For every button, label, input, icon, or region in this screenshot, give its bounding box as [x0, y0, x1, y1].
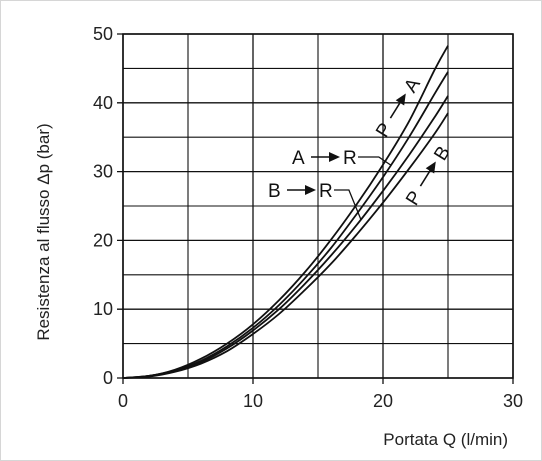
arrow-head [305, 185, 316, 195]
y-tick-label: 0 [103, 368, 113, 388]
series-curve [122, 45, 449, 379]
annotation-leader [358, 156, 392, 166]
arrow-head [329, 152, 340, 162]
x-tick-label: 10 [243, 391, 263, 411]
tick-labels: 0 10 20 30 0 10 20 30 40 50 [93, 24, 523, 411]
y-tick-label: 30 [93, 162, 113, 182]
annotation-to: R [319, 181, 333, 202]
annotation-from: B [268, 181, 281, 202]
y-tick-label: 20 [93, 230, 113, 250]
annotation-label: PA [372, 74, 425, 141]
annotation-to: A [400, 74, 425, 96]
annotation-to: B [430, 143, 455, 165]
y-tick-label: 50 [93, 24, 113, 44]
x-axis-label: Portata Q (l/min) [383, 430, 508, 449]
series-curves [122, 45, 449, 379]
x-tick-label: 20 [373, 391, 393, 411]
annotation-to: R [343, 148, 357, 169]
series-curve [122, 71, 449, 379]
annotation-from: A [292, 148, 305, 169]
y-axis-label: Resistenza al flusso Δp (bar) [34, 123, 53, 340]
plot-border [122, 33, 514, 379]
x-tick-label: 30 [503, 391, 523, 411]
annotation-from: P [372, 120, 397, 142]
series-curve [122, 112, 449, 379]
x-tick-label: 0 [118, 391, 128, 411]
y-tick-label: 10 [93, 299, 113, 319]
arrow-head [395, 93, 406, 106]
y-tick-label: 40 [93, 93, 113, 113]
annotation-leaders [334, 156, 392, 220]
arrow-head [425, 161, 436, 174]
grid [117, 33, 514, 384]
annotation-leader [334, 189, 362, 220]
